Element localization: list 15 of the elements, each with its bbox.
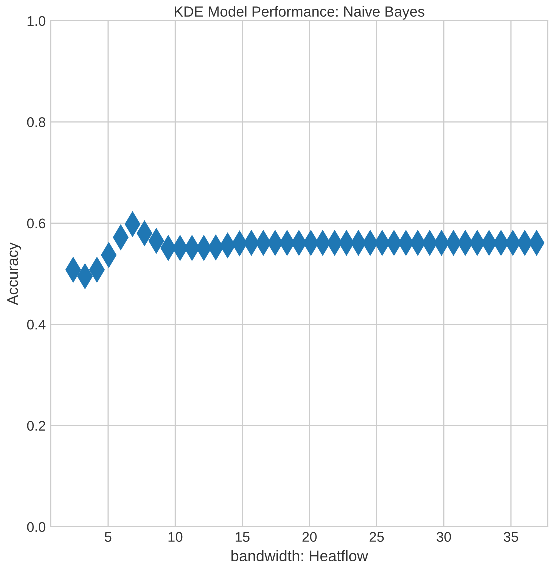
y-tick-label: 0.6 — [27, 218, 46, 229]
x-tick-label: 5 — [105, 532, 112, 542]
y-tick-label: 0.0 — [27, 522, 46, 532]
y-tick-label: 0.8 — [27, 118, 46, 128]
x-tick-label: 20 — [302, 532, 317, 542]
chart-title: KDE Model Performance: Naive Bayes — [175, 6, 425, 20]
x-tick-label: 35 — [504, 532, 518, 542]
x-tick-label: 30 — [436, 532, 452, 542]
x-tick-label: 10 — [168, 532, 183, 542]
y-axis-title: Accuracy — [8, 242, 22, 306]
x-tick-label: 25 — [370, 532, 384, 542]
y-tick-label: 0.2 — [27, 421, 46, 431]
x-tick-label: 15 — [236, 532, 250, 542]
y-tick-label: 1.0 — [28, 16, 46, 26]
y-tick-label: 0.4 — [27, 320, 46, 330]
